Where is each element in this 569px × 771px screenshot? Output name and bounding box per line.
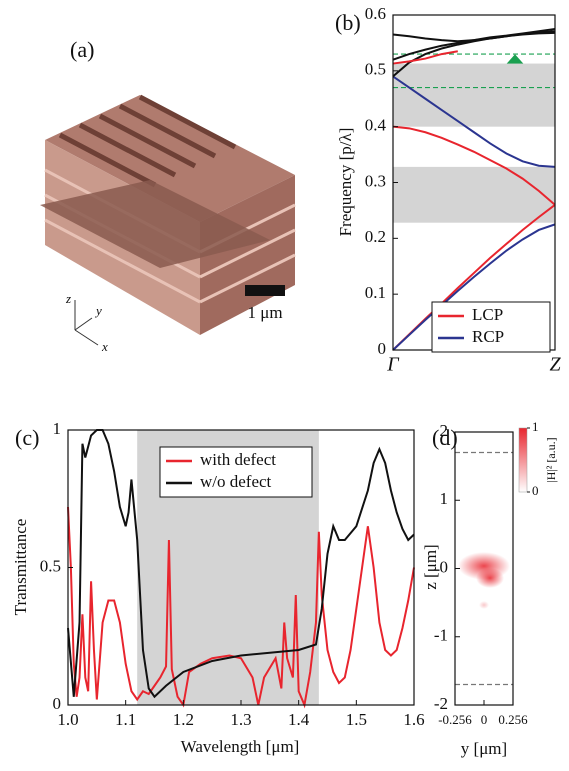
field-profile [458, 552, 510, 609]
y-axis-label: Frequency [p/λ] [336, 128, 355, 237]
panel-label: (d) [432, 425, 458, 450]
panel-label: (b) [335, 10, 361, 35]
x-axis-label: y [μm] [461, 739, 507, 758]
y-tick-label: 0.2 [365, 227, 386, 246]
x-axis-label: Wavelength [μm] [181, 737, 300, 756]
x-tick-label: 1.6 [403, 710, 424, 729]
series-line [67, 506, 415, 709]
x-tick-label: Γ [386, 354, 400, 376]
band-gap [393, 63, 555, 127]
series-line [392, 223, 556, 351]
y-tick-label: 0.3 [365, 171, 386, 190]
panel-label: (a) [70, 37, 94, 62]
y-tick-label: 0 [53, 694, 62, 713]
legend-box [431, 301, 551, 353]
scale-bar [245, 285, 285, 296]
series-line [392, 125, 556, 206]
legend-label: w/o defect [200, 472, 272, 491]
x-tick-label: 1.2 [173, 710, 194, 729]
series-line [392, 75, 556, 168]
axis-indicator [74, 300, 99, 346]
scale-bar-label: 1 μm [247, 303, 282, 322]
woodpile-illustration [40, 94, 296, 335]
y-tick-label: 1 [440, 489, 449, 508]
x-tick-label: 1.5 [346, 710, 367, 729]
legend-label: LCP [472, 305, 503, 324]
x-tick-label: 0 [481, 712, 488, 727]
series-line [392, 27, 556, 61]
axis-name: x [101, 339, 108, 354]
y-tick-label: 0.5 [40, 556, 61, 575]
y-tick-label: 2 [440, 421, 449, 440]
x-tick-label: 1.3 [230, 710, 251, 729]
x-tick-label: 1.4 [288, 710, 310, 729]
y-tick-label: 1 [53, 419, 62, 438]
y-tick-label: 0 [440, 557, 449, 576]
series-line [392, 50, 458, 65]
legend-label: RCP [472, 327, 504, 346]
legend-box [159, 446, 313, 498]
y-tick-label: 0 [378, 339, 387, 358]
y-tick-label: -1 [434, 626, 448, 645]
y-tick-label: 0.4 [365, 116, 387, 135]
colorbar-label: |H|² [a.u.] [544, 437, 558, 482]
axis-name: y [94, 303, 102, 318]
y-axis-label: Transmittance [11, 519, 30, 616]
y-tick-label: 0.5 [365, 60, 386, 79]
y-tick-label: -2 [434, 694, 448, 713]
colorbar [518, 427, 528, 493]
colorbar-tick-label: 1 [532, 419, 539, 434]
x-tick-label: 0.256 [498, 712, 528, 727]
y-axis-label: z [μm] [421, 544, 440, 589]
x-tick-label: 1.1 [115, 710, 136, 729]
y-tick-label: 0.6 [365, 4, 386, 23]
band-gap [393, 166, 555, 223]
axis-name: z [65, 291, 71, 306]
x-tick-label: 1.0 [57, 710, 78, 729]
panel-label: (c) [15, 425, 39, 450]
x-tick-label: -0.256 [438, 712, 472, 727]
colorbar-tick-label: 0 [532, 483, 539, 498]
legend-label: with defect [200, 450, 276, 469]
x-tick-label: Z [549, 354, 561, 376]
y-tick-label: 0.1 [365, 283, 386, 302]
